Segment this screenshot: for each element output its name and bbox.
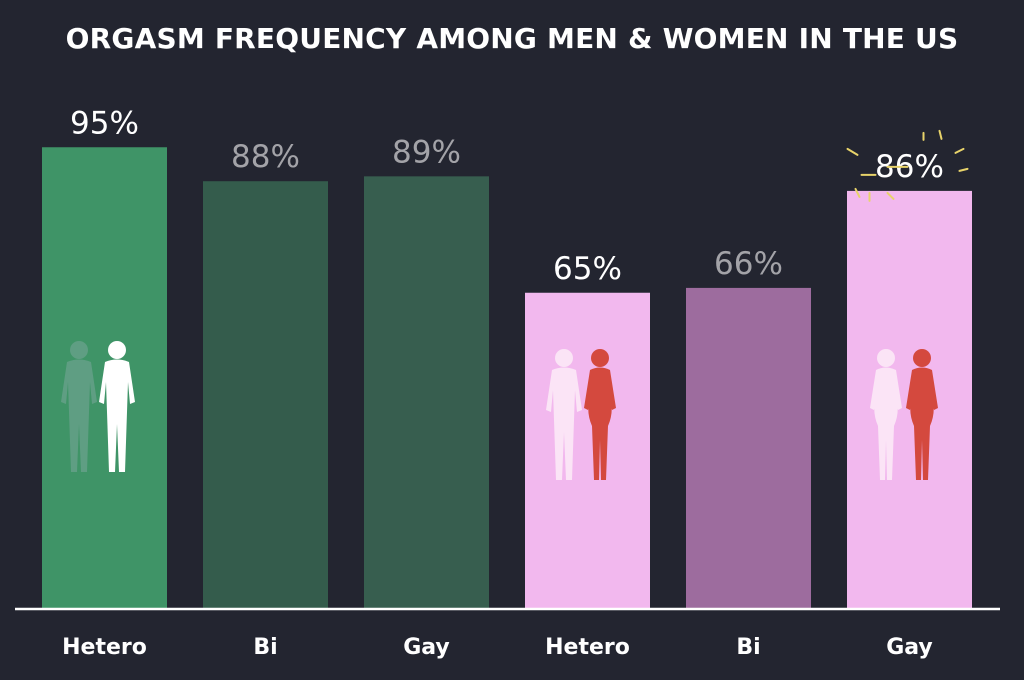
category-label-4: Hetero — [545, 635, 630, 660]
bar-4 — [525, 292, 650, 608]
category-label-3: Gay — [403, 635, 450, 660]
figure-6-2 — [906, 349, 938, 480]
labels-layer: 95% Hetero 88% Bi 89% Gay 65% Hetero 66% Bi 86% Gay — [62, 105, 969, 660]
figure-1-1 — [61, 341, 97, 472]
couple-men-icon — [61, 341, 135, 472]
value-label-4: 65% — [553, 251, 622, 287]
value-label-5: 66% — [714, 246, 783, 282]
sparkle-ray-7 — [938, 129, 943, 140]
value-label-6: 86% — [875, 149, 944, 185]
couple-man-woman-icon — [546, 349, 616, 480]
value-label-1: 95% — [70, 105, 139, 141]
sparkle-ray-5 — [954, 147, 965, 154]
bars-layer — [42, 147, 972, 608]
value-label-3: 89% — [392, 134, 461, 170]
sparkle-ray-6 — [958, 167, 969, 172]
bar-3 — [364, 176, 489, 608]
sparkle-ray-1 — [846, 147, 859, 156]
figure-6-1 — [870, 349, 902, 480]
category-label-6: Gay — [886, 635, 933, 660]
bar-2 — [203, 181, 328, 608]
sparkle-icon — [846, 129, 969, 202]
sparkle-ray-2 — [854, 187, 861, 198]
figure-4-2 — [584, 349, 616, 480]
category-label-2: Bi — [253, 635, 277, 660]
couple-women-icon — [870, 349, 938, 480]
figure-4-1 — [546, 349, 582, 480]
icons-layer — [61, 341, 938, 480]
sparkle-ray-4 — [886, 191, 895, 200]
value-label-2: 88% — [231, 139, 300, 175]
figure-1-2 — [99, 341, 135, 472]
bar-5 — [686, 287, 811, 608]
category-label-1: Hetero — [62, 635, 147, 660]
chart-title: ORGASM FREQUENCY AMONG MEN & WOMEN IN TH… — [65, 22, 959, 55]
category-label-5: Bi — [736, 635, 760, 660]
